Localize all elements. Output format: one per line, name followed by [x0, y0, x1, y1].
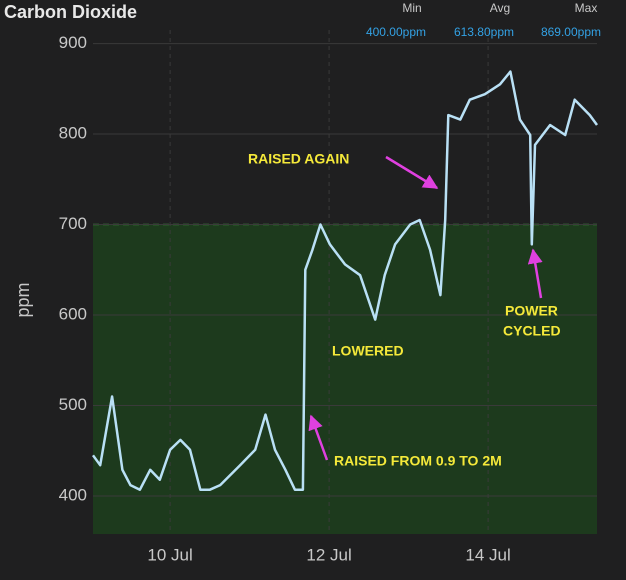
annotation: LOWERED [332, 343, 404, 359]
annotation: CYCLED [503, 323, 561, 339]
y-tick-label: 600 [59, 305, 87, 324]
stat-label: Min [402, 1, 421, 15]
y-tick-label: 500 [59, 395, 87, 414]
x-tick-label: 10 Jul [147, 545, 192, 564]
y-tick-label: 900 [59, 33, 87, 52]
data-line [91, 70, 599, 491]
stat-value: 400.00ppm [366, 25, 426, 39]
y-tick-label: 800 [59, 124, 87, 143]
chart-title: Carbon Dioxide [4, 2, 137, 22]
annotations: RAISED AGAIN LOWERED POWER CYCLED RAISED… [248, 151, 561, 469]
x-tick-label: 12 Jul [306, 545, 351, 564]
annotation-arrow [308, 414, 329, 461]
y-tick-label: 700 [59, 214, 87, 233]
annotation: RAISED FROM 0.9 TO 2M [334, 453, 502, 469]
y-axis-label: ppm [13, 282, 33, 317]
annotation-arrow [527, 248, 543, 299]
annotation: RAISED AGAIN [248, 151, 349, 167]
plot-area: 400 500 600 700 800 900 10 Jul 12 Jul 14 Jul [59, 30, 599, 564]
stat-label: Avg [490, 1, 510, 15]
threshold-region [93, 224, 597, 535]
stat-label: Max [575, 1, 598, 15]
x-tick-label: 14 Jul [465, 545, 510, 564]
annotation: POWER [505, 303, 558, 319]
y-tick-label: 400 [59, 485, 87, 504]
annotation-arrow [385, 155, 439, 190]
stat-value: 613.80ppm [454, 25, 514, 39]
stat-value: 869.00ppm [541, 25, 601, 39]
